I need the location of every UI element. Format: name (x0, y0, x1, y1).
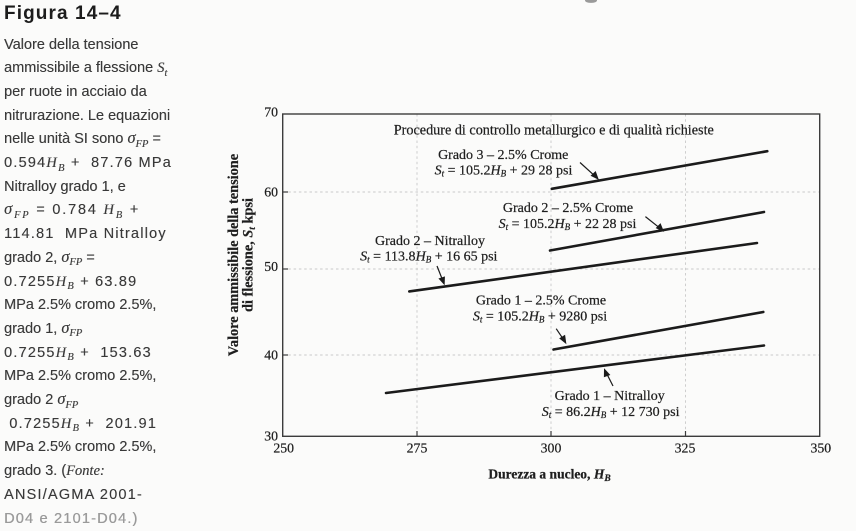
svg-text:275: 275 (407, 441, 428, 456)
svg-text:Grado 2 – 2.5% Crome: Grado 2 – 2.5% Crome (503, 201, 633, 216)
svg-text:di flessione, St kpsi: di flessione, St kpsi (241, 198, 259, 312)
svg-text:60: 60 (264, 184, 278, 199)
svg-text:St = 113.8HB + 16 65 psi: St = 113.8HB + 16 65 psi (360, 250, 497, 265)
svg-text:350: 350 (810, 441, 831, 456)
svg-text:St = 105.2HB + 22 28 psi: St = 105.2HB + 22 28 psi (499, 217, 637, 232)
svg-text:Valore ammissibile della tensi: Valore ammissibile della tensione (226, 154, 242, 356)
svg-text:Grado 2 – Nitralloy: Grado 2 – Nitralloy (375, 234, 485, 249)
svg-text:325: 325 (675, 441, 696, 456)
svg-text:70: 70 (264, 104, 278, 119)
svg-text:50: 50 (264, 259, 278, 274)
svg-text:250: 250 (273, 441, 294, 456)
svg-text:Grado 1 – Nitralloy: Grado 1 – Nitralloy (555, 389, 665, 404)
svg-text:Grado 3 – 2.5% Crome: Grado 3 – 2.5% Crome (438, 148, 568, 163)
svg-text:40: 40 (264, 348, 278, 363)
svg-text:300: 300 (541, 441, 562, 456)
svg-text:St = 105.2HB + 29 28 psi: St = 105.2HB + 29 28 psi (435, 164, 573, 179)
svg-text:30: 30 (264, 429, 278, 444)
svg-text:Grado 1 – 2.5% Crome: Grado 1 – 2.5% Crome (476, 294, 606, 309)
svg-text:Durezza a nucleo, HB: Durezza a nucleo, HB (488, 467, 610, 485)
svg-text:Procedure di controllo metallu: Procedure di controllo metallurgico e di… (394, 122, 714, 138)
svg-text:St = 105.2HB + 9280 psi: St = 105.2HB + 9280 psi (473, 309, 607, 324)
svg-text:St = 86.2HB + 12 730 psi: St = 86.2HB + 12 730 psi (542, 405, 680, 420)
